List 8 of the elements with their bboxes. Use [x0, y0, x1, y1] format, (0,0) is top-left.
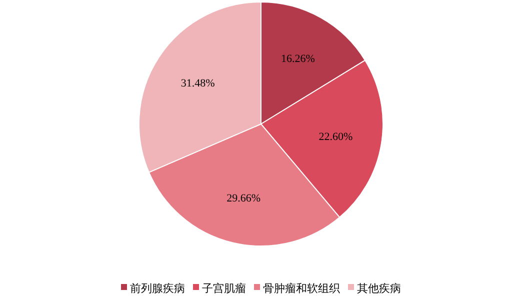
- data-label: 29.66%: [226, 192, 261, 204]
- data-label: 16.26%: [281, 52, 315, 65]
- data-label: 22.60%: [318, 130, 353, 143]
- data-label: 31.48%: [180, 77, 215, 90]
- legend-label: 其他疾病: [357, 282, 401, 295]
- legend-label: 前列腺疾病: [130, 282, 185, 295]
- legend-label: 骨肿瘤和软组织: [263, 282, 340, 295]
- legend-label: 子宫肌瘤: [202, 282, 246, 295]
